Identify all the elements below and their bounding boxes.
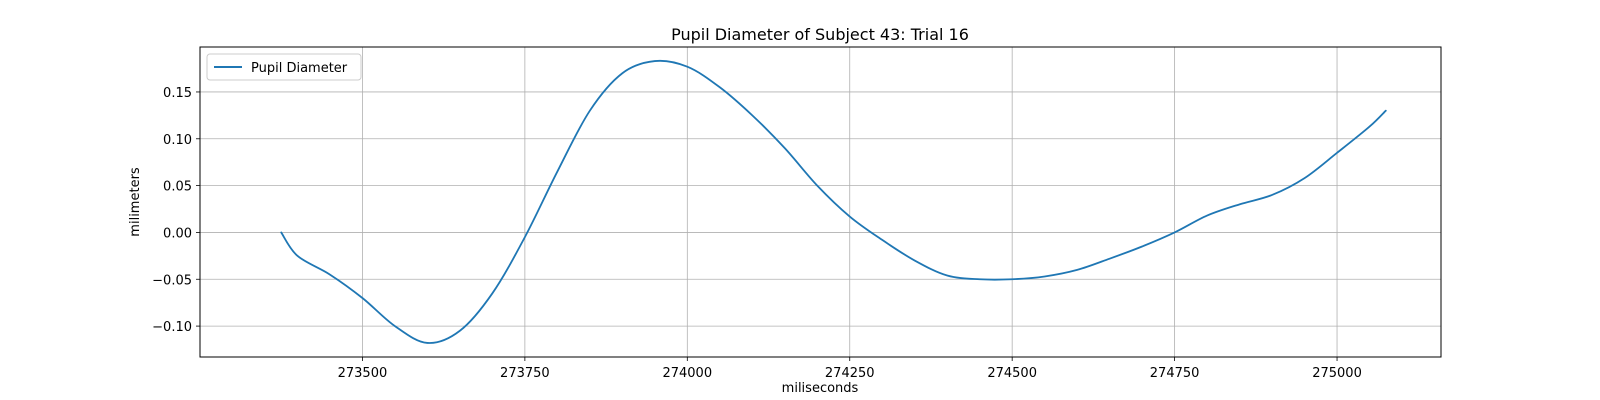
y-tick-label: −0.05 xyxy=(152,273,192,288)
x-tick-label: 273500 xyxy=(338,366,388,381)
plot-frame xyxy=(199,46,1442,358)
grid xyxy=(200,47,1441,357)
x-axis-label: miliseconds xyxy=(782,381,859,396)
legend: Pupil Diameter xyxy=(206,53,362,81)
series-layer xyxy=(280,59,1387,344)
y-tick-label: −0.10 xyxy=(152,320,192,335)
chart-title: Pupil Diameter of Subject 43: Trial 16 xyxy=(671,25,969,44)
x-tick-label: 274000 xyxy=(662,366,712,381)
y-tick-label: 0.10 xyxy=(163,133,192,148)
axis-ticks: 273500 273750 274000 274250 274500 274750 2750… xyxy=(152,86,1362,381)
x-tick-label: 274250 xyxy=(825,366,875,381)
legend-box xyxy=(206,53,362,81)
legend-label-pupil-diameter: Pupil Diameter xyxy=(251,61,348,76)
series-line-pupil-diameter xyxy=(280,59,1387,344)
y-tick-label: 0.05 xyxy=(163,180,192,195)
y-axis-label: milimeters xyxy=(128,167,143,237)
x-tick-label: 274750 xyxy=(1150,366,1200,381)
y-tick-label: 0.15 xyxy=(163,86,192,101)
x-tick-label: 275000 xyxy=(1312,366,1362,381)
x-tick-label: 273750 xyxy=(500,366,550,381)
x-tick-label: 274500 xyxy=(987,366,1037,381)
y-tick-label: 0.00 xyxy=(163,226,192,241)
